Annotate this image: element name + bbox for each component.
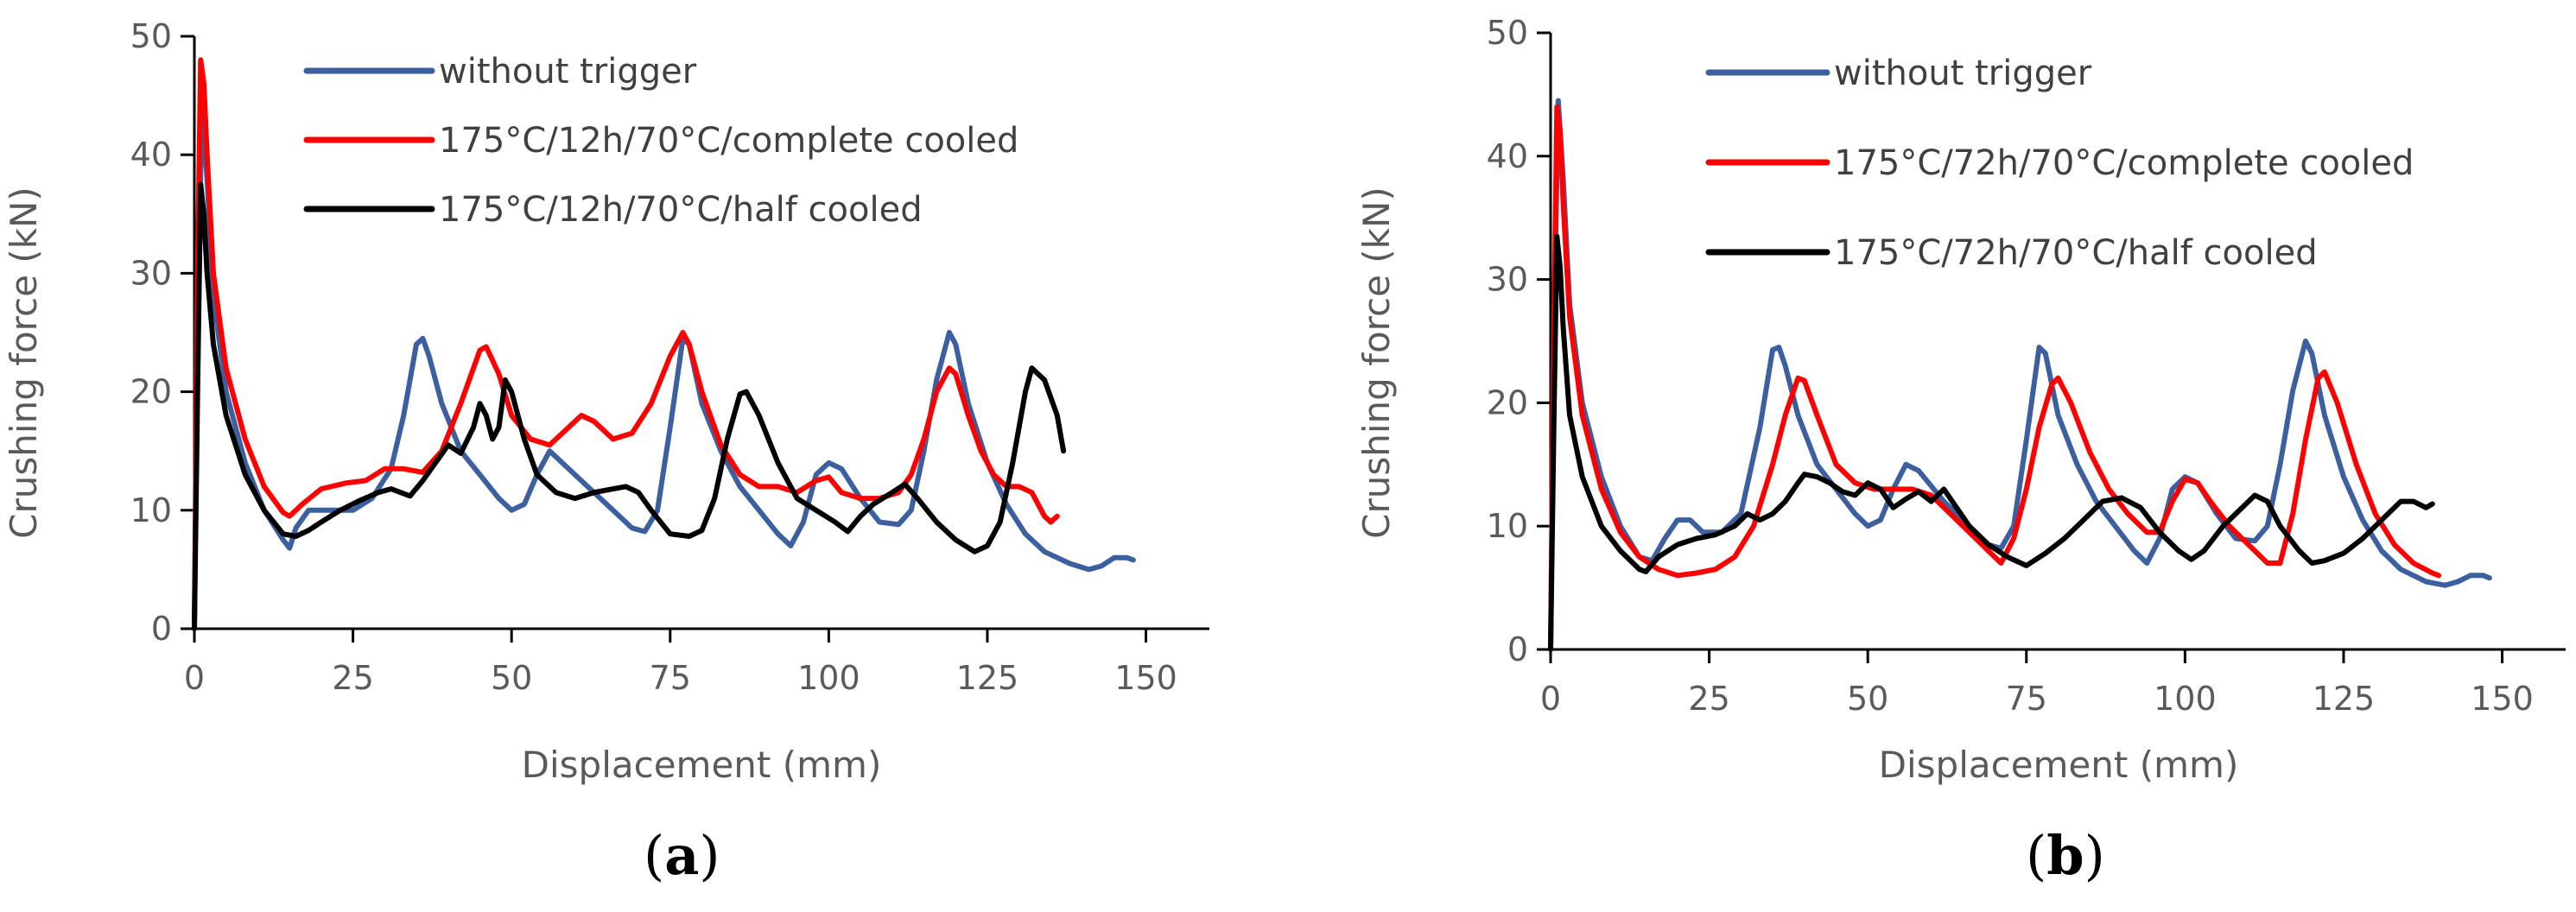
y-tick-label: 20 (1487, 383, 1528, 421)
legend-label-1: without trigger (1834, 54, 2092, 93)
caption-close-paren: ) (2084, 824, 2105, 887)
panel-caption: (b) (2026, 824, 2105, 887)
y-tick-label: 50 (130, 17, 172, 55)
y-tick-label: 30 (130, 254, 172, 292)
y-tick-label: 30 (1487, 261, 1528, 299)
chart-panel-b: 0 10 20 30 40 50 0 25 50 75 100 125 150 Crushing forc… (1355, 14, 2566, 887)
y-tick-label: 10 (130, 491, 172, 529)
y-tick-label: 40 (1487, 137, 1528, 175)
series-line-2 (192, 57, 1060, 631)
legend: without trigger 175°C/12h/70°C/complete c… (303, 52, 1018, 230)
x-tick-label: 0 (1540, 680, 1561, 718)
caption-open-paren: ( (2026, 824, 2046, 887)
caption-open-paren: ( (644, 824, 664, 887)
y-tick-label: 0 (1507, 630, 1528, 668)
series-line-2 (1548, 104, 2442, 652)
x-tick-label: 150 (1114, 659, 1177, 697)
x-tick-label: 25 (1688, 680, 1729, 718)
legend-label-2: 175°C/72h/70°C/complete cooled (1834, 143, 2414, 183)
y-tick-label: 0 (151, 610, 172, 648)
caption-letter: a (664, 824, 699, 887)
x-axis-title: Displacement (mm) (522, 744, 882, 786)
chart-panel-a: 0 10 20 30 40 50 0 25 50 75 100 125 150 Crushing forc… (3, 17, 1209, 887)
series-line-3 (1548, 233, 2435, 652)
series-line-3 (192, 181, 1067, 631)
legend: without trigger 175°C/72h/70°C/complete c… (1705, 54, 2414, 273)
legend-label-2: 175°C/12h/70°C/complete cooled (439, 121, 1018, 161)
x-tick-label: 125 (2313, 680, 2376, 718)
caption-letter: b (2046, 824, 2084, 887)
y-axis-title: Crushing force (kN) (1355, 187, 1398, 539)
x-tick-label: 100 (797, 659, 860, 697)
legend-label-3: 175°C/72h/70°C/half cooled (1834, 233, 2318, 273)
x-tick-label: 50 (491, 659, 532, 697)
x-tick-label: 0 (184, 659, 205, 697)
x-tick-label: 75 (650, 659, 691, 697)
x-tick-label: 150 (2471, 680, 2534, 718)
y-axis-title: Crushing force (kN) (3, 187, 45, 539)
y-tick-label: 40 (130, 136, 172, 174)
legend-label-1: without trigger (439, 52, 697, 92)
y-tick-label: 50 (1487, 14, 1528, 52)
x-tick-label: 100 (2154, 680, 2217, 718)
x-tick-label: 75 (2006, 680, 2047, 718)
x-axis-title: Displacement (mm) (1879, 744, 2239, 786)
y-tick-label: 10 (1487, 507, 1528, 545)
caption-close-paren: ) (699, 824, 720, 887)
legend-label-3: 175°C/12h/70°C/half cooled (439, 190, 923, 230)
panel-caption: (a) (644, 824, 720, 887)
y-tick-label: 20 (130, 373, 172, 411)
x-tick-label: 50 (1847, 680, 1888, 718)
series-line-1 (1548, 98, 2492, 652)
x-tick-label: 25 (332, 659, 373, 697)
x-tick-label: 125 (956, 659, 1019, 697)
series-line-1 (192, 104, 1136, 631)
